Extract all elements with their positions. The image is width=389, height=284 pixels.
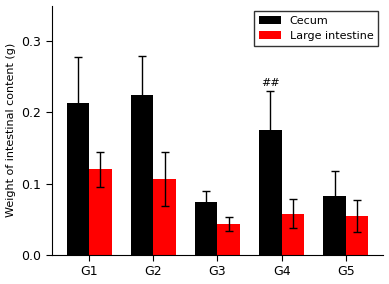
Text: ##: ## (261, 78, 280, 88)
Bar (67, 103, 89, 255)
Bar (153, 179, 176, 255)
Bar (89, 170, 112, 255)
Bar (346, 216, 368, 255)
Legend: Cecum, Large intestine: Cecum, Large intestine (254, 11, 378, 45)
Bar (323, 196, 346, 255)
Bar (131, 95, 153, 255)
Bar (195, 202, 217, 255)
Bar (282, 214, 304, 255)
Bar (217, 224, 240, 255)
Y-axis label: Weight of intestinal content (g): Weight of intestinal content (g) (5, 43, 16, 218)
Bar (259, 130, 282, 255)
